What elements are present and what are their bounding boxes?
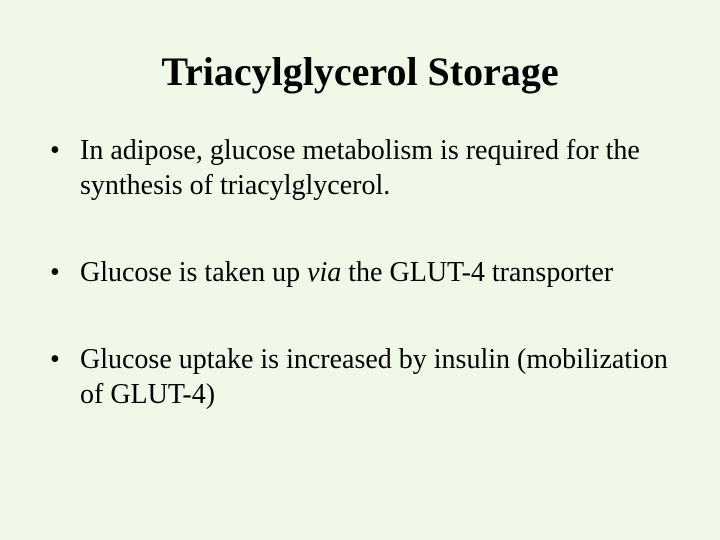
bullet-item: Glucose is taken up via the GLUT-4 trans… [42, 255, 678, 290]
bullet-item: Glucose uptake is increased by insulin (… [42, 342, 678, 412]
bullet-text-prefix: Glucose is taken up [80, 257, 307, 288]
bullet-list: In adipose, glucose metabolism is requir… [42, 133, 678, 412]
bullet-text: In adipose, glucose metabolism is requir… [80, 135, 640, 201]
slide-title: Triacylglycerol Storage [42, 48, 678, 95]
bullet-text-italic: via [307, 257, 341, 288]
bullet-text-suffix: the GLUT-4 transporter [341, 257, 613, 288]
bullet-text: Glucose uptake is increased by insulin (… [80, 344, 668, 410]
bullet-item: In adipose, glucose metabolism is requir… [42, 133, 678, 203]
